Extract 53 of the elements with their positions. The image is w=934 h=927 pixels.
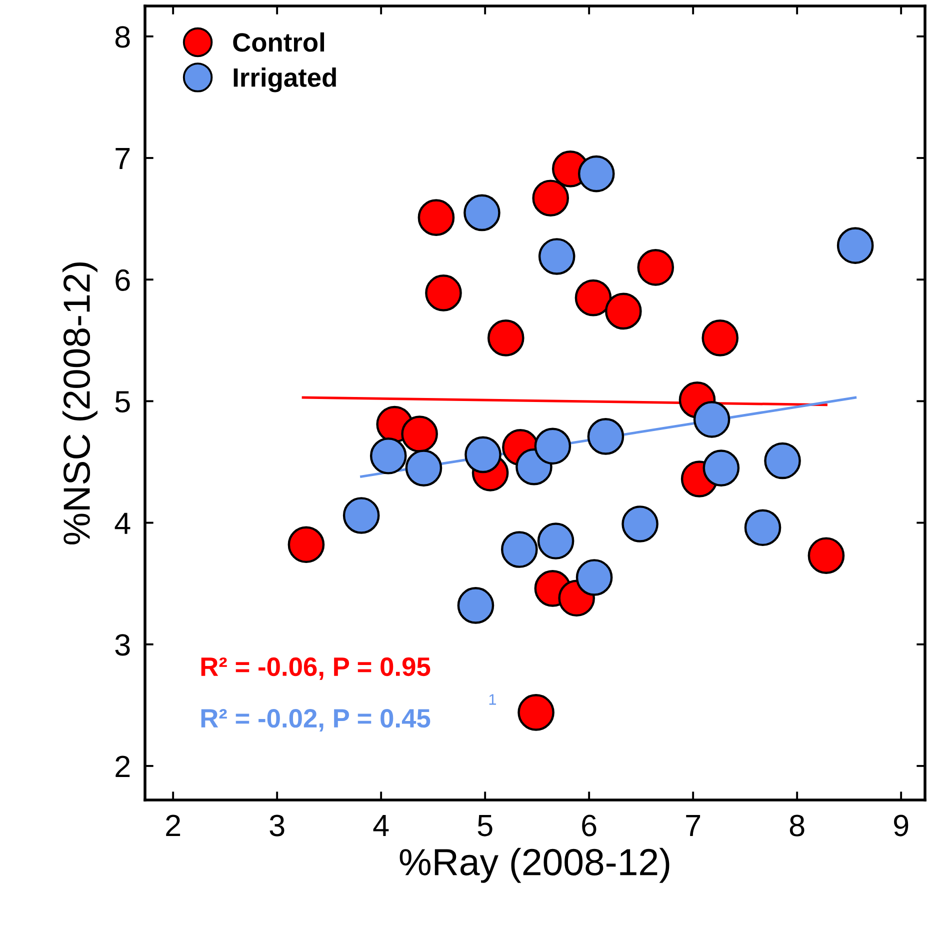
point [622,506,658,542]
annotation: R² = -0.06, P = 0.95 [201,657,430,680]
point [764,442,801,480]
annotation: R² = -0.02, P = 0.45 [201,708,430,732]
point [425,274,462,312]
y-tick-label: 7 [116,148,130,170]
y-axis-title: %NSC (2008-12) [62,262,98,544]
point [457,587,494,624]
point [464,194,500,232]
annotation: 1 [489,694,496,705]
point [808,537,845,574]
point [744,509,782,546]
point [518,694,554,731]
point [405,450,442,486]
x-tick-label: 8 [790,814,804,836]
point [576,559,613,596]
x-tick-label: 7 [686,815,700,836]
x-tick-label: 4 [373,815,389,836]
y-tick-label: 6 [116,269,130,291]
y-tick-label: 5 [115,391,130,413]
y-tick-label: 4 [114,512,130,534]
legend-label: Irrigated [234,68,336,92]
x-tick-label: 3 [270,814,284,836]
point [537,522,574,560]
point [578,155,615,192]
point [288,526,325,564]
point [401,416,438,452]
point [532,180,569,217]
point [342,497,380,534]
point [538,238,576,275]
point [487,320,524,356]
x-tick-label: 5 [478,815,492,836]
point [370,437,407,474]
y-tick-label: 2 [116,756,130,778]
point [702,450,740,486]
legend-label: Control [233,32,324,52]
x-tick-label: 2 [166,814,180,836]
point [464,436,502,474]
x-tick-label: 9 [894,814,908,836]
point [501,531,538,568]
point [637,249,674,286]
point [702,320,739,356]
point [534,428,572,465]
x-axis-title: %Ray (2008-12) [400,848,670,883]
point [836,227,874,264]
point [574,279,612,316]
y-tick-label: 3 [115,634,130,656]
point [418,199,455,236]
x-tick-label: 6 [582,814,596,836]
point [587,418,624,455]
point [605,292,642,330]
point [693,401,730,438]
y-tick-label: 8 [115,26,130,48]
